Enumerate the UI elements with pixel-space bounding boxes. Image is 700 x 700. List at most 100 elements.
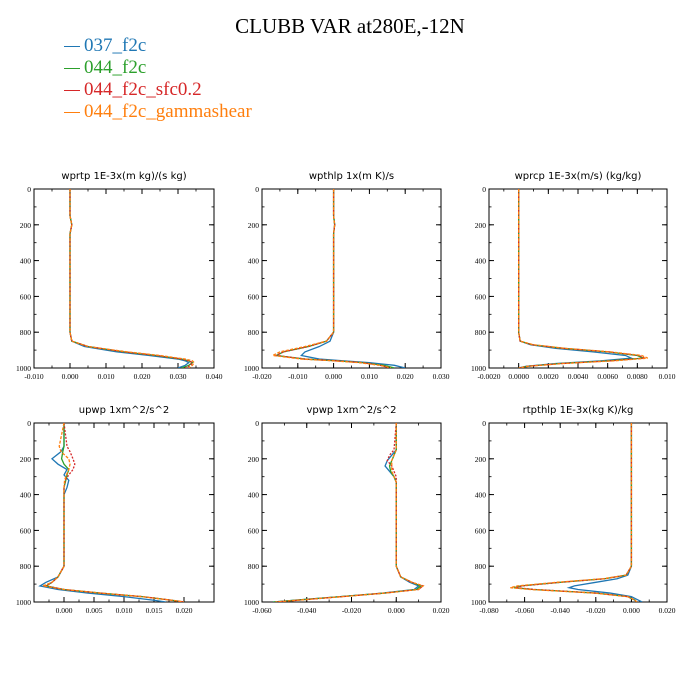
x-tick-label: 0.010: [98, 372, 115, 381]
y-tick-label: 1000: [16, 598, 31, 607]
x-tick-label: 0.000: [56, 606, 73, 615]
panel-title-wprtp: wprtp 1E-3x(m kg)/(s kg): [61, 171, 186, 182]
x-tick-label: 0.0020: [538, 372, 559, 381]
x-tick-label: 0.0000: [508, 372, 529, 381]
legend-item-044-f2c-gammashear: 044_f2c_gammashear: [64, 101, 252, 123]
y-tick-label: 800: [475, 562, 487, 571]
legend-label-044-f2c-gammashear: 044_f2c_gammashear: [84, 101, 252, 122]
series-line-037-f2c: [300, 189, 406, 368]
y-tick-label: 600: [20, 526, 32, 535]
panel-vpwp: vpwp 1xm^2/s^2 0 200 400 600 800 1000-0.060 -0.…: [244, 405, 450, 615]
y-tick-label: 200: [248, 455, 260, 464]
panel-upwp: upwp 1xm^2/s^2 0 200 400 600 800 1000 0.000 0.00…: [16, 405, 215, 615]
y-tick-label: 1000: [244, 364, 259, 373]
x-tick-label: 0.020: [659, 606, 676, 615]
y-tick-label: 400: [248, 491, 260, 500]
legend-swatch-037-f2c: [64, 45, 80, 48]
series-line-037-f2c: [69, 189, 191, 368]
plot-frame: [488, 422, 668, 603]
x-tick-label: -0.020: [252, 372, 272, 381]
x-tick-label: 0.0040: [568, 372, 589, 381]
legend-label-037-f2c: 037_f2c: [84, 35, 147, 56]
y-tick-label: 600: [475, 292, 487, 301]
y-tick-label: 0: [255, 185, 259, 194]
x-tick-label: 0.020: [176, 606, 193, 615]
panel-wprcp: wprcp 1E-3x(m/s) (kg/kg) 0 200 400 600 800 100…: [471, 171, 676, 381]
series-line-044-f2c-gammashear: [518, 189, 648, 368]
y-tick-label: 0: [255, 419, 259, 428]
plot-frame: [33, 188, 215, 369]
y-tick-label: 200: [20, 221, 32, 230]
x-tick-label: -0.010: [24, 372, 44, 381]
plot-frame: [261, 422, 442, 603]
y-tick-label: 800: [248, 562, 260, 571]
panel-title-wprcp: wprcp 1E-3x(m/s) (kg/kg): [515, 171, 642, 182]
y-tick-label: 1000: [471, 598, 486, 607]
x-tick-label: 0.010: [659, 372, 676, 381]
panel-wprtp: wprtp 1E-3x(m kg)/(s kg) 0 200 400 600 800 100…: [16, 171, 223, 381]
y-tick-label: 200: [475, 221, 487, 230]
series-line-044-f2c-gammashear: [40, 423, 185, 602]
series-line-044-f2c: [273, 423, 423, 602]
y-tick-label: 600: [248, 292, 260, 301]
series-line-044-f2c-gammashear: [69, 189, 196, 368]
y-tick-label: 800: [475, 328, 487, 337]
figure-title: CLUBB VAR at280E,-12N: [235, 14, 465, 38]
y-tick-label: 0: [27, 419, 31, 428]
y-tick-label: 0: [27, 185, 31, 194]
y-tick-label: 600: [248, 526, 260, 535]
x-tick-label: 0.020: [433, 606, 450, 615]
x-tick-label: 0.000: [325, 372, 342, 381]
legend-swatch-044-f2c-sfc0-2: [64, 89, 80, 92]
series-line-044-f2c-gammashear: [510, 423, 638, 602]
y-tick-label: 1000: [16, 364, 31, 373]
x-tick-label: 0.000: [62, 372, 79, 381]
legend-swatch-044-f2c: [64, 67, 80, 70]
panel-title-rtpthlp: rtpthlp 1E-3x(kg K)/kg: [523, 405, 634, 416]
y-tick-label: 200: [248, 221, 260, 230]
series-line-044-f2c-sfc0-2: [274, 189, 392, 368]
x-tick-label: -0.010: [288, 372, 308, 381]
x-tick-label: 0.000: [623, 606, 640, 615]
series-line-044-f2c-sfc0-2: [518, 189, 646, 368]
x-tick-label: -0.080: [479, 606, 499, 615]
x-tick-label: 0.0060: [597, 372, 618, 381]
series-line-044-f2c: [69, 189, 194, 368]
x-tick-label: 0.020: [397, 372, 414, 381]
x-tick-label: 0.040: [206, 372, 223, 381]
panel-title-upwp: upwp 1xm^2/s^2: [79, 405, 169, 416]
x-tick-label: 0.030: [433, 372, 450, 381]
panel-rtpthlp: rtpthlp 1E-3x(kg K)/kg02004006008001000-…: [471, 405, 676, 615]
y-tick-label: 600: [475, 526, 487, 535]
x-tick-label: -0.020: [586, 606, 606, 615]
x-tick-label: -0.0020: [477, 372, 500, 381]
x-tick-label: 0.010: [361, 372, 378, 381]
y-tick-label: 200: [20, 455, 32, 464]
series-line-044-f2c-gammashear: [270, 189, 392, 368]
x-tick-label: 0.015: [146, 606, 163, 615]
legend-item-037-f2c: 037_f2c: [64, 35, 252, 57]
y-tick-label: 600: [20, 292, 32, 301]
series-line-044-f2c-gammashear: [275, 423, 425, 602]
y-tick-label: 800: [20, 562, 32, 571]
x-tick-label: 0.005: [86, 606, 103, 615]
x-tick-label: -0.060: [515, 606, 535, 615]
legend-item-044-f2c-sfc0-2: 044_f2c_sfc0.2: [64, 79, 252, 101]
y-tick-label: 400: [20, 257, 32, 266]
y-tick-label: 1000: [244, 598, 259, 607]
series-line-044-f2c: [44, 423, 185, 602]
series-line-037-f2c: [518, 189, 634, 368]
series-line-044-f2c: [513, 423, 638, 602]
panel-wpthlp: wpthlp 1x(m K)/s 0 200 400 600 800 1000-0.020 -…: [244, 171, 450, 381]
series-line-044-f2c: [274, 189, 395, 368]
x-tick-label: 0.000: [388, 606, 405, 615]
plot-frame: [261, 188, 442, 369]
x-tick-label: -0.060: [252, 606, 272, 615]
series-line-044-f2c-sfc0-2: [69, 189, 194, 368]
legend-item-044-f2c: 044_f2c: [64, 57, 252, 79]
x-tick-label: -0.020: [342, 606, 362, 615]
x-tick-label: 0.0080: [627, 372, 648, 381]
series-line-044-f2c-sfc0-2: [275, 423, 425, 602]
panel-title-vpwp: vpwp 1xm^2/s^2: [306, 405, 396, 416]
y-tick-label: 0: [482, 185, 486, 194]
